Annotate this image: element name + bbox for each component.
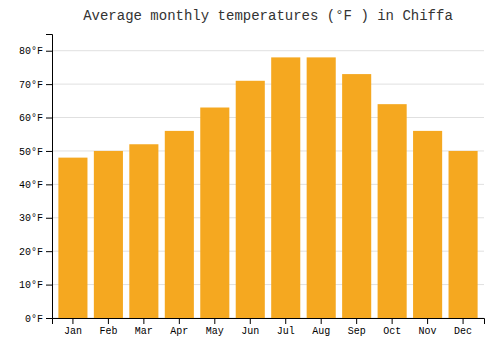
x-tick-mark	[143, 318, 144, 324]
x-tick: Dec	[454, 318, 472, 337]
y-tick-label: 70°F	[19, 80, 43, 91]
bar	[58, 158, 87, 318]
title: Average monthly temperatures (°F ) in Ch…	[83, 8, 453, 24]
grid-line	[52, 84, 484, 85]
x-tick-mark	[392, 318, 393, 324]
x-tick: Jul	[277, 318, 295, 337]
y-tick: 70°F	[19, 80, 52, 91]
y-tick-mark	[46, 251, 52, 252]
x-tick-label: Apr	[170, 326, 188, 337]
x-tick-label: Nov	[419, 326, 437, 337]
bar	[165, 131, 194, 318]
y-tick: 50°F	[19, 147, 52, 158]
x-tick: Apr	[170, 318, 188, 337]
y-tick-mark	[46, 318, 52, 319]
bar	[413, 131, 442, 318]
x-tick-mark	[285, 318, 286, 324]
y-axis-line	[46, 35, 53, 319]
y-tick-mark	[46, 151, 52, 152]
chart: Jan Feb Mar Apr May Jun Jul Aug Sep Oct Nov Dec 0°F 1…	[0, 0, 500, 350]
y-tick: 10°F	[19, 280, 52, 291]
y-tick-label: 50°F	[19, 147, 43, 158]
bar	[449, 151, 478, 318]
y-tick-label: 60°F	[19, 113, 43, 124]
y-tick-label: 80°F	[19, 46, 43, 57]
bar	[129, 144, 158, 318]
bar	[236, 81, 265, 318]
plot: Jan Feb Mar Apr May Jun Jul Aug Sep Oct Nov Dec 0°F 1…	[19, 35, 485, 338]
y-tick-mark	[46, 51, 52, 52]
bar	[94, 151, 123, 318]
x-tick-mark	[321, 318, 322, 324]
x-tick-label: Feb	[99, 326, 117, 337]
x-tick-label: Jul	[277, 326, 295, 337]
x-tick-mark	[108, 318, 109, 324]
grid-line	[52, 117, 484, 118]
bar	[271, 57, 300, 318]
x-tick-mark	[427, 318, 428, 324]
grid-line	[52, 50, 484, 51]
y-tick-label: 0°F	[25, 314, 43, 325]
y-axis: 0°F 10°F 20°F 30°F 40°F 50°F 60°F 70°F 80°F	[19, 35, 53, 325]
bar	[200, 108, 229, 318]
y-tick: 40°F	[19, 180, 52, 191]
x-axis: Jan Feb Mar Apr May Jun Jul Aug Sep Oct Nov Dec	[53, 318, 485, 337]
y-tick: 0°F	[25, 314, 52, 325]
y-tick: 60°F	[19, 113, 52, 124]
y-tick-mark	[46, 184, 52, 185]
x-tick-label: Mar	[135, 326, 153, 337]
grid	[52, 51, 484, 318]
y-tick-mark	[46, 118, 52, 119]
x-tick: Aug	[312, 318, 330, 337]
bar	[342, 74, 371, 318]
x-tick-label: Jun	[241, 326, 259, 337]
y-tick: 30°F	[19, 213, 52, 224]
x-tick-mark	[72, 318, 73, 324]
y-tick-mark	[46, 84, 52, 85]
y-tick: 80°F	[19, 46, 52, 57]
y-tick-label: 10°F	[19, 280, 43, 291]
y-tick-label: 20°F	[19, 247, 43, 258]
x-tick-mark	[214, 318, 215, 324]
bar	[378, 104, 407, 318]
x-tick-label: May	[206, 326, 224, 337]
x-tick-label: Dec	[454, 326, 472, 337]
x-tick-mark	[463, 318, 464, 324]
x-tick: Jun	[241, 318, 259, 337]
x-axis-line	[53, 319, 485, 325]
y-tick: 20°F	[19, 247, 52, 258]
bars	[58, 57, 477, 318]
x-tick: Nov	[419, 318, 437, 337]
x-tick-mark	[250, 318, 251, 324]
x-tick-label: Aug	[312, 326, 330, 337]
x-tick: Sep	[348, 318, 366, 337]
x-tick: May	[206, 318, 224, 337]
x-tick-mark	[356, 318, 357, 324]
x-tick-mark	[179, 318, 180, 324]
y-tick-mark	[46, 218, 52, 219]
x-tick: Jan	[64, 318, 82, 337]
y-tick-label: 30°F	[19, 213, 43, 224]
x-tick-label: Sep	[348, 326, 366, 337]
x-tick-label: Oct	[383, 326, 401, 337]
y-tick-mark	[46, 285, 52, 286]
bar	[307, 57, 336, 318]
x-tick: Oct	[383, 318, 401, 337]
x-tick: Feb	[99, 318, 117, 337]
y-tick-label: 40°F	[19, 180, 43, 191]
x-tick-label: Jan	[64, 326, 82, 337]
x-tick: Mar	[135, 318, 153, 337]
